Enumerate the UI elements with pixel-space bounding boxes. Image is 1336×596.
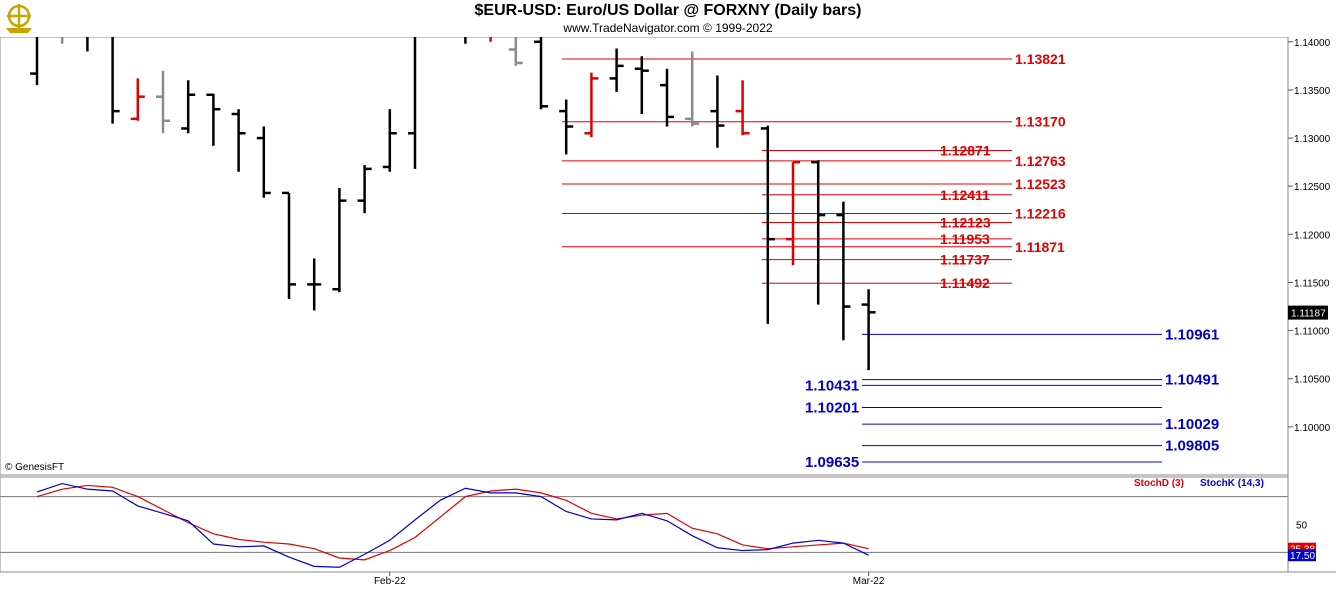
title-bar: $EUR-USD: Euro/US Dollar @ FORXNY (Daily… xyxy=(0,0,1336,37)
support-label: 1.09635 xyxy=(805,454,859,471)
resistance-label: 1.11871 xyxy=(1015,239,1065,255)
ohlc-bar xyxy=(464,37,467,44)
resistance-label: 1.12216 xyxy=(1015,206,1066,222)
ohlc-bar xyxy=(86,37,89,52)
stoch-panel xyxy=(0,476,1289,573)
ohlc-bar xyxy=(206,93,221,146)
price-tick-label: 1.10000 xyxy=(1294,423,1331,434)
date-tick-label: Mar-22 xyxy=(853,576,885,587)
support-label: 1.10029 xyxy=(1165,416,1219,433)
support-label: 1.10961 xyxy=(1165,326,1219,343)
price-tick-label: 1.12500 xyxy=(1294,182,1331,193)
ohlc-bar xyxy=(660,68,674,127)
ohlc-bar xyxy=(609,48,624,92)
ohlc-bar xyxy=(811,160,826,305)
ohlc-bar xyxy=(559,99,574,155)
price-tick-label: 1.13000 xyxy=(1294,134,1331,145)
stoch-k-legend: StochK (14,3) xyxy=(1200,478,1264,489)
stoch-k-last-label: 17.50 xyxy=(1290,551,1315,562)
ohlc-bar xyxy=(307,258,322,311)
resistance-label: 1.11953 xyxy=(940,231,990,247)
ohlc-bar xyxy=(282,191,296,299)
copyright-label: © GenesisFT xyxy=(5,462,65,473)
stoch-tick-label: 50 xyxy=(1296,521,1308,532)
support-label: 1.10491 xyxy=(1165,372,1219,389)
last-price-box xyxy=(1288,305,1328,320)
ohlc-bar xyxy=(332,188,347,293)
price-tick-label: 1.14000 xyxy=(1294,38,1331,49)
stoch-k-line xyxy=(36,482,869,568)
price-tick-label: 1.10500 xyxy=(1294,375,1331,386)
price-tick-label: 1.11500 xyxy=(1294,278,1330,289)
ohlc-bar xyxy=(634,56,649,115)
stoch-k-last-box xyxy=(1288,549,1316,562)
chart-title: $EUR-USD: Euro/US Dollar @ FORXNY (Daily… xyxy=(474,2,862,19)
support-label: 1.10201 xyxy=(805,400,859,417)
ohlc-bar xyxy=(231,109,246,172)
last-price-label: 1.11187 xyxy=(1291,309,1326,320)
ohlc-bar xyxy=(861,289,876,371)
resistance-label: 1.12123 xyxy=(940,215,991,231)
ohlc-bar xyxy=(382,109,397,172)
resistance-label: 1.13170 xyxy=(1015,114,1066,130)
ohlc-bar xyxy=(760,125,775,324)
trade-navigator-logo-icon xyxy=(6,4,32,33)
ohlc-bar xyxy=(685,51,700,127)
ohlc-bar xyxy=(130,78,145,121)
resistance-label: 1.12763 xyxy=(1015,153,1066,169)
resistance-label: 1.12871 xyxy=(940,142,991,158)
ohlc-bar xyxy=(181,80,196,134)
date-tick-label: Feb-22 xyxy=(374,576,406,587)
support-label: 1.10431 xyxy=(805,377,859,394)
price-panel xyxy=(0,36,1289,476)
chart-subtitle: www.TradeNavigator.com © 1999-2022 xyxy=(563,21,773,35)
resistance-label: 1.11737 xyxy=(940,252,990,268)
ohlc-bar xyxy=(111,37,120,124)
ohlc-bar xyxy=(534,37,548,110)
ohlc-bar xyxy=(60,37,64,44)
ohlc-bar xyxy=(584,72,599,138)
ohlc-bar xyxy=(786,160,800,266)
ohlc-bar xyxy=(156,70,170,134)
support-label: 1.09805 xyxy=(1165,438,1219,455)
ohlc-bar xyxy=(256,126,271,198)
stoch-d-line xyxy=(36,484,869,561)
price-tick-label: 1.12000 xyxy=(1294,230,1331,241)
resistance-label: 1.13821 xyxy=(1015,51,1066,67)
ohlc-bar xyxy=(836,201,851,341)
ohlc-bar xyxy=(508,37,523,66)
resistance-label: 1.12411 xyxy=(940,187,990,203)
ohlc-bar xyxy=(30,37,39,86)
ohlc-bar xyxy=(408,37,417,169)
stoch-d-legend: StochD (3) xyxy=(1134,478,1184,489)
price-tick-label: 1.11000 xyxy=(1294,327,1330,338)
ohlc-bar xyxy=(357,165,372,214)
ohlc-bar xyxy=(710,75,725,148)
resistance-label: 1.11492 xyxy=(940,275,990,291)
ohlc-bar xyxy=(735,80,750,136)
price-tick-label: 1.13500 xyxy=(1294,86,1331,97)
resistance-label: 1.12523 xyxy=(1015,176,1066,192)
